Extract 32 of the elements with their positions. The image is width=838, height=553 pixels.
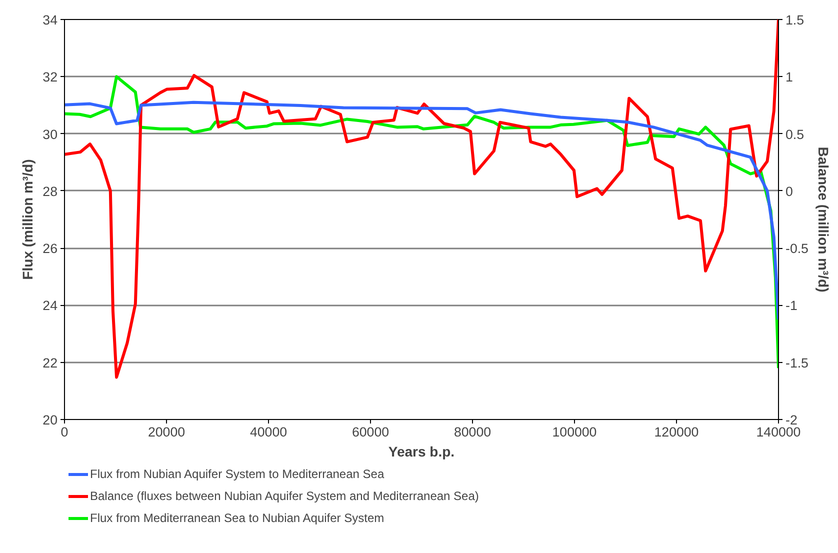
x-tick-label: 140000: [756, 424, 801, 440]
y2-axis-title: Balance (million m³/d): [815, 146, 832, 292]
y2-tick-label: -0.5: [786, 241, 808, 256]
x-axis-title: Years b.p.: [388, 444, 455, 460]
y2-tick-label: 1: [786, 70, 793, 85]
legend-label: Flux from Nubian Aquifer System to Mediterranean Sea: [90, 467, 384, 481]
y2-tick-label: 0.5: [786, 126, 804, 142]
y-tick-label: 26: [42, 241, 58, 256]
y-tick-label: 32: [42, 70, 58, 85]
y2-tick-label: -2: [786, 412, 798, 428]
legend-label: Balance (fluxes between Nubian Aquifer System and Mediterranean Sea): [90, 489, 479, 503]
y-axis-title: Flux (million m³/d): [20, 159, 36, 280]
x-tick-label: 40000: [250, 424, 288, 440]
line-series: [64, 20, 778, 379]
y-tick-label: 30: [42, 126, 58, 142]
y2-tick-label: -1: [786, 298, 798, 314]
y-tick-label: 34: [42, 12, 58, 28]
y2-tick-label: 0: [786, 184, 793, 199]
y-tick-label: 28: [42, 184, 58, 199]
x-tick-label: 80000: [454, 424, 492, 440]
x-tick-label: 20000: [148, 424, 186, 440]
x-tick-label: 60000: [352, 424, 390, 440]
x-tick-label: 0: [60, 424, 68, 440]
line-series: [64, 100, 778, 321]
x-tick-label: 100000: [552, 424, 597, 440]
x-tick-label: 120000: [654, 424, 699, 440]
y2-tick-label: 1.5: [786, 12, 804, 28]
y-tick-label: 22: [42, 355, 58, 370]
legend-label: Flux from Mediterranean Sea to Nubian Aquifer System: [90, 511, 384, 525]
y-tick-label: 24: [42, 298, 58, 314]
y-tick-label: 20: [42, 412, 58, 428]
y2-tick-label: -1.5: [786, 355, 808, 370]
